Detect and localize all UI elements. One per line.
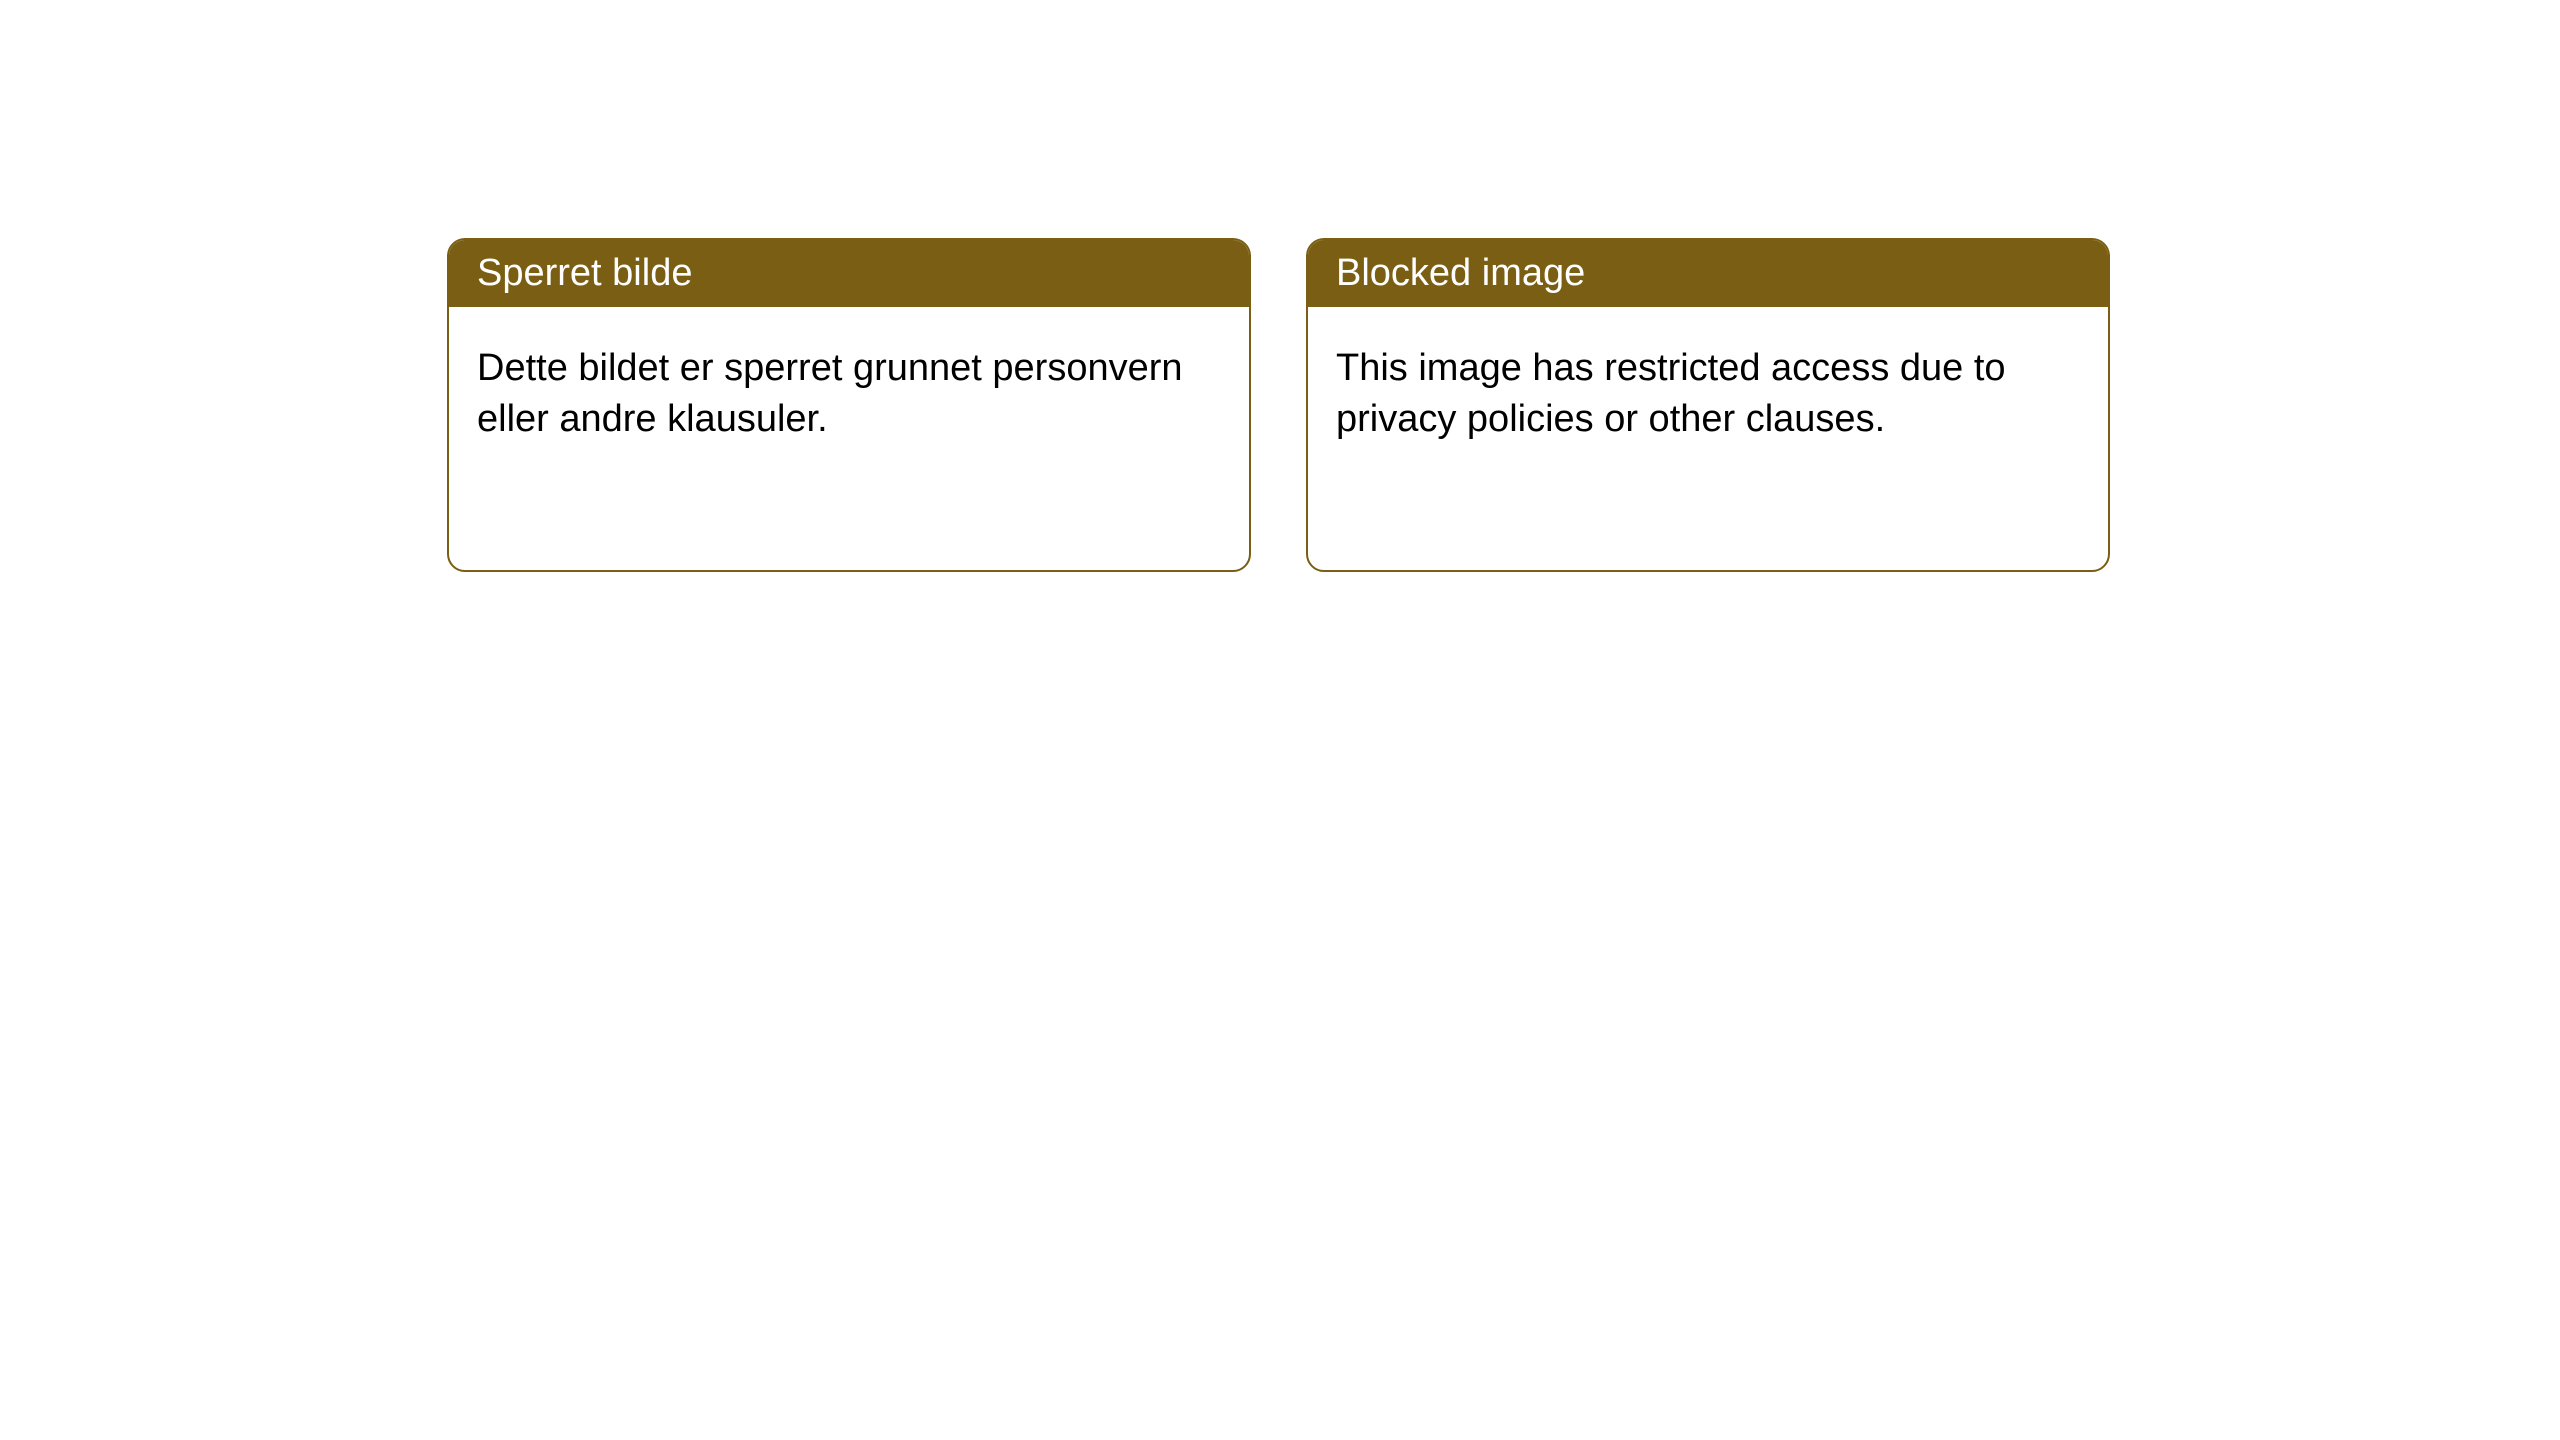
card-body: This image has restricted access due to … [1308,307,2108,482]
card-header: Blocked image [1308,240,2108,307]
card-body-text: This image has restricted access due to … [1336,347,2006,440]
notice-container: Sperret bilde Dette bildet er sperret gr… [447,238,2110,572]
card-body-text: Dette bildet er sperret grunnet personve… [477,347,1183,440]
card-title: Sperret bilde [477,252,692,294]
card-header: Sperret bilde [449,240,1249,307]
notice-card-norwegian: Sperret bilde Dette bildet er sperret gr… [447,238,1251,572]
card-title: Blocked image [1336,252,1585,294]
card-body: Dette bildet er sperret grunnet personve… [449,307,1249,482]
notice-card-english: Blocked image This image has restricted … [1306,238,2110,572]
